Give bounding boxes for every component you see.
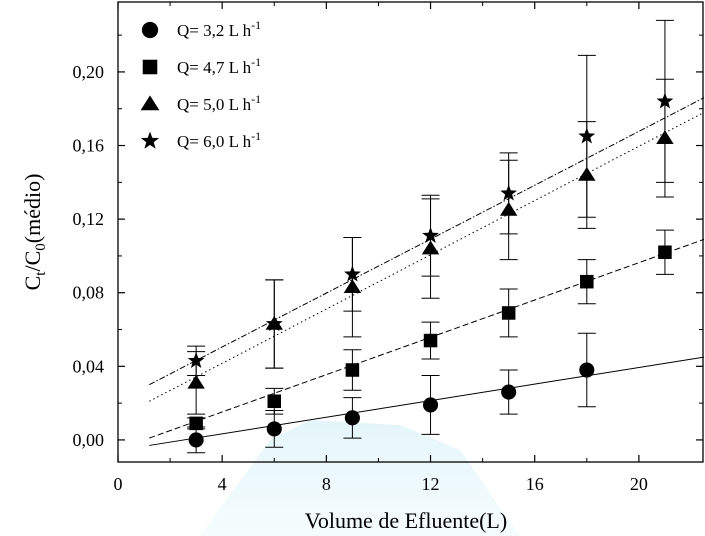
y-title-main: C	[20, 276, 45, 291]
y-title-mid: /C	[20, 251, 45, 272]
data-point-star	[422, 226, 439, 243]
data-point-circle	[422, 397, 439, 413]
watermark-shape	[200, 420, 520, 536]
data-point-square	[345, 363, 360, 377]
y-title-sub1: t	[33, 271, 49, 276]
legend-label-exponent: -1	[251, 18, 261, 32]
legend: Q= 3,2 L h-1Q= 4,7 L h-1Q= 5,0 L h-1Q= 6…	[140, 18, 261, 151]
legend-label-text: Q= 4,7 L h	[177, 58, 252, 77]
legend-label-exponent: -1	[251, 55, 261, 69]
data-point-triangle	[578, 166, 596, 181]
y-tick-label: 0,12	[73, 209, 105, 229]
x-tick-label: 20	[630, 474, 648, 494]
x-axis-title: Volume de Efluente(L)	[305, 508, 507, 533]
x-tick-label: 12	[422, 474, 440, 494]
x-axis: 0 4 8 12 16 20	[114, 2, 648, 494]
legend-label: Q= 3,2 L h-1	[177, 18, 261, 40]
data-point-triangle	[421, 240, 440, 255]
x-tick-label: 0	[114, 474, 123, 494]
fit-line-square	[149, 238, 705, 439]
data-point-star	[578, 127, 596, 144]
data-point-star	[343, 265, 361, 282]
data-point-star	[656, 92, 674, 109]
legend-label: Q= 4,7 L h-1	[177, 55, 261, 77]
y-tick-label: 0,20	[73, 62, 105, 82]
y-tick-label: 0,00	[73, 430, 105, 450]
y-tick-label: 0,16	[73, 136, 105, 156]
legend-marker-triangle	[140, 95, 160, 111]
y-title-tail: (médio)	[20, 174, 45, 244]
data-point-circle	[266, 421, 282, 437]
fit-line-triangle	[149, 111, 705, 402]
data-point-triangle	[656, 130, 674, 144]
legend-label: Q= 6,0 L h-1	[177, 129, 261, 151]
data-point-square	[501, 306, 516, 320]
y-tick-label: 0,04	[73, 356, 105, 376]
data-point-star	[187, 351, 205, 368]
data-point-circle	[344, 410, 360, 426]
data-markers	[187, 92, 674, 448]
legend-label-text: Q= 5,0 L h	[177, 95, 252, 114]
legend-marker-star	[140, 131, 160, 149]
y-axis-title: Ct/C0(médio)	[20, 174, 49, 291]
y-axis: 0,00 0,04 0,08 0,12 0,16 0,20	[73, 34, 703, 450]
data-point-star	[500, 184, 518, 201]
legend-marker-circle	[141, 21, 159, 39]
data-point-circle	[501, 384, 517, 400]
y-title-sub2: 0	[33, 243, 49, 251]
legend-label: Q= 5,0 L h-1	[177, 92, 261, 114]
data-point-triangle	[343, 279, 362, 294]
y-tick-label: 0,08	[73, 283, 105, 303]
legend-label-text: Q= 3,2 L h	[177, 21, 252, 40]
legend-label-exponent: -1	[251, 92, 261, 106]
data-point-square	[580, 274, 594, 289]
data-point-star	[265, 315, 283, 332]
x-tick-label: 8	[322, 474, 331, 494]
data-point-triangle	[187, 374, 205, 389]
legend-label-text: Q= 6,0 L h	[177, 132, 252, 151]
x-tick-label: 4	[218, 474, 227, 494]
data-point-square	[658, 245, 672, 259]
legend-marker-square	[142, 59, 158, 75]
data-point-circle	[579, 362, 595, 378]
data-point-circle	[188, 432, 204, 448]
x-tick-label: 16	[526, 474, 544, 494]
plot-border	[117, 1, 704, 463]
data-point-square	[189, 416, 203, 431]
data-point-square	[267, 394, 282, 409]
plot-frame	[117, 1, 704, 463]
data-point-triangle	[499, 201, 518, 216]
data-point-square	[423, 333, 438, 348]
legend-label-exponent: -1	[251, 129, 261, 143]
